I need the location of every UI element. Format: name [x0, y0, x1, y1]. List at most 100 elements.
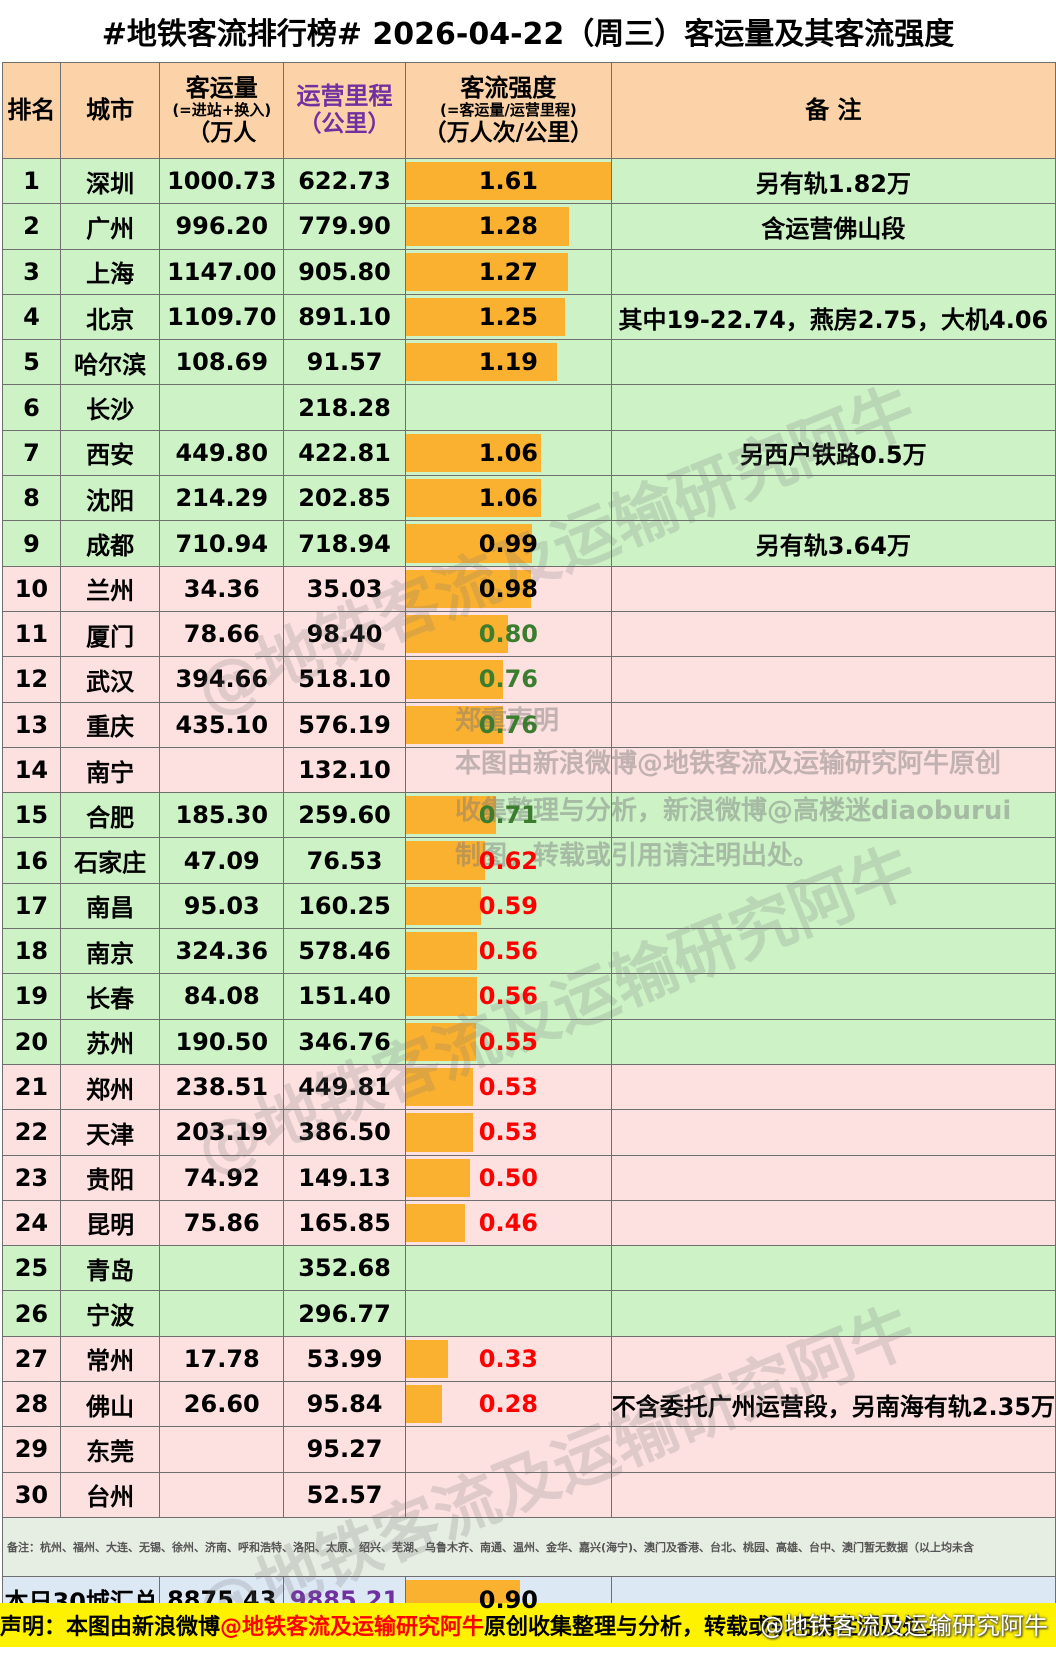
- distance-cell: 218.28: [283, 384, 407, 431]
- intensity-value: 0.50: [478, 1163, 538, 1192]
- table-row: 4 北京 1109.70 891.10 1.25 其中19-22.74，燕房2.75，大机…: [2, 293, 1056, 341]
- city-cell: 常州: [59, 1335, 161, 1383]
- distance-cell: 91.57: [283, 339, 407, 386]
- distance-cell: 149.13: [283, 1154, 407, 1201]
- volume-cell: 1147.00: [159, 248, 285, 295]
- header-intensity: 客流强度 (=客运量/运营里程) （万人次/公里）: [405, 62, 612, 159]
- remark-cell: [610, 248, 1056, 295]
- city-cell: 兰州: [59, 565, 161, 612]
- table-row: 28 佛山 26.60 95.84 0.28 不含委托广州运营段，另南海有轨2.35万: [2, 1381, 1056, 1428]
- intensity-bar: [406, 297, 565, 337]
- rank-cell: 28: [2, 1381, 61, 1428]
- table-row: 16 石家庄 47.09 76.53 0.62: [2, 837, 1056, 884]
- distance-cell: 352.68: [283, 1245, 407, 1292]
- remark-cell: 其中19-22.74，燕房2.75，大机4.06: [610, 293, 1056, 341]
- rank-cell: 4: [2, 293, 61, 341]
- table-row: 23 贵阳 74.92 149.13 0.50: [2, 1154, 1056, 1201]
- volume-cell: [159, 384, 285, 431]
- volume-cell: 84.08: [159, 973, 285, 1020]
- rank-cell: 21: [2, 1063, 61, 1111]
- rank-cell: 19: [2, 973, 61, 1020]
- volume-cell: 710.94: [159, 520, 285, 567]
- note-text: 备注：杭州、福州、大连、无锡、徐州、济南、呼和浩特、洛阳、太原、绍兴、芜湖、乌鲁…: [2, 1516, 1056, 1577]
- city-cell: 石家庄: [59, 837, 161, 884]
- rank-cell: 30: [2, 1471, 61, 1518]
- intensity-value: 1.61: [478, 167, 538, 196]
- distance-cell: 132.10: [283, 746, 407, 794]
- city-cell: 宁波: [59, 1290, 161, 1337]
- intensity-value: 1.06: [478, 438, 538, 467]
- intensity-value: 0.53: [478, 1073, 538, 1102]
- ranking-table: 排名 城市 客运量 (=进站+换入) （万人 运营里程 （公里） 客流强度 (=…: [1, 62, 1056, 1624]
- table-row: 21 郑州 238.51 449.81 0.53: [2, 1063, 1056, 1111]
- volume-cell: 1109.70: [159, 293, 285, 341]
- intensity-cell: 1.19: [405, 339, 612, 386]
- table-row: 27 常州 17.78 53.99 0.33: [2, 1335, 1056, 1383]
- table-row: 8 沈阳 214.29 202.85 1.06: [2, 475, 1056, 522]
- rank-cell: 16: [2, 837, 61, 884]
- rank-cell: 15: [2, 792, 61, 839]
- rank-cell: 20: [2, 1018, 61, 1065]
- volume-cell: 47.09: [159, 837, 285, 884]
- table-row: 20 苏州 190.50 346.76 0.55: [2, 1018, 1056, 1065]
- city-cell: 北京: [59, 293, 161, 341]
- remark-cell: [610, 701, 1056, 748]
- distance-cell: 891.10: [283, 293, 407, 341]
- intensity-bar: [406, 1113, 474, 1152]
- table-row: 3 上海 1147.00 905.80 1.27: [2, 248, 1056, 295]
- city-cell: 佛山: [59, 1381, 161, 1428]
- table-row: 29 东莞 95.27: [2, 1426, 1056, 1473]
- remark-cell: [610, 1018, 1056, 1065]
- table-row: 30 台州 52.57: [2, 1471, 1056, 1518]
- intensity-bar: [406, 343, 558, 382]
- table-row: 17 南昌 95.03 160.25 0.59: [2, 882, 1056, 930]
- remark-cell: [610, 1063, 1056, 1111]
- volume-cell: 26.60: [159, 1381, 285, 1428]
- header-row: 排名 城市 客运量 (=进站+换入) （万人 运营里程 （公里） 客流强度 (=…: [2, 62, 1056, 159]
- intensity-cell: 0.53: [405, 1063, 612, 1111]
- header-volume: 客运量 (=进站+换入) （万人: [159, 62, 285, 159]
- remark-cell: [610, 746, 1056, 794]
- declaration-author[interactable]: @地铁客流及运输研究阿牛: [220, 1615, 485, 1640]
- intensity-cell: [405, 1290, 612, 1337]
- intensity-bar: [406, 433, 541, 473]
- distance-cell: 576.19: [283, 701, 407, 748]
- distance-cell: 422.81: [283, 429, 407, 477]
- volume-cell: 214.29: [159, 475, 285, 522]
- city-cell: 上海: [59, 248, 161, 295]
- remark-cell: [610, 1471, 1056, 1518]
- distance-cell: 718.94: [283, 520, 407, 567]
- city-cell: 青岛: [59, 1245, 161, 1292]
- table-row: 7 西安 449.80 422.81 1.06 另西户铁路0.5万: [2, 429, 1056, 477]
- city-cell: 西安: [59, 429, 161, 477]
- intensity-bar: [406, 796, 497, 835]
- remark-cell: [610, 565, 1056, 612]
- rank-cell: 2: [2, 203, 61, 250]
- intensity-value: 0.62: [478, 846, 538, 875]
- volume-cell: 203.19: [159, 1109, 285, 1156]
- intensity-cell: 0.98: [405, 565, 612, 612]
- intensity-value: 1.28: [478, 212, 538, 241]
- intensity-cell: 0.56: [405, 928, 612, 975]
- distance-cell: 622.73: [283, 157, 407, 205]
- intensity-value: 0.53: [478, 1118, 538, 1147]
- intensity-cell: 0.28: [405, 1381, 612, 1428]
- volume-cell: 78.66: [159, 610, 285, 658]
- intensity-bar: [406, 841, 485, 880]
- intensity-bar: [406, 1339, 448, 1379]
- intensity-cell: 1.06: [405, 429, 612, 477]
- city-cell: 台州: [59, 1471, 161, 1518]
- remark-cell: 不含委托广州运营段，另南海有轨2.35万: [610, 1381, 1056, 1428]
- rank-cell: 18: [2, 928, 61, 975]
- rank-cell: 5: [2, 339, 61, 386]
- remark-cell: [610, 837, 1056, 884]
- distance-cell: 98.40: [283, 610, 407, 658]
- table-row: 6 长沙 218.28: [2, 384, 1056, 431]
- city-cell: 贵阳: [59, 1154, 161, 1201]
- rank-cell: 13: [2, 701, 61, 748]
- distance-cell: 35.03: [283, 565, 407, 612]
- intensity-cell: 1.25: [405, 293, 612, 341]
- volume-cell: 17.78: [159, 1335, 285, 1383]
- volume-cell: 394.66: [159, 656, 285, 703]
- volume-cell: 324.36: [159, 928, 285, 975]
